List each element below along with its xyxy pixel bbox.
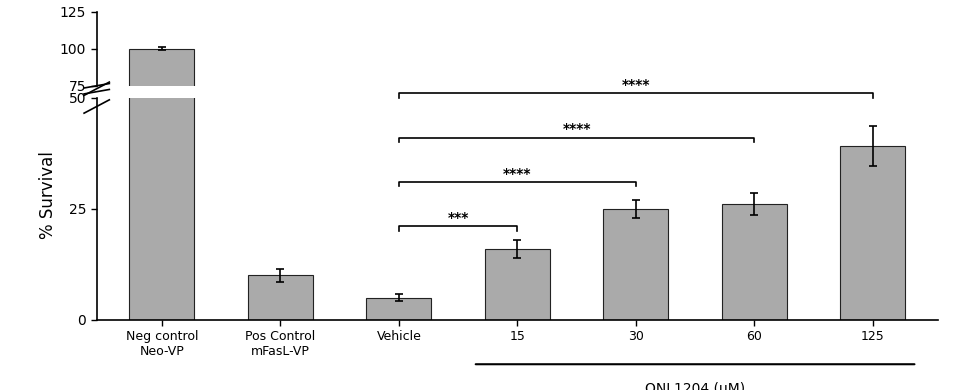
Bar: [130, 0, 194, 320]
Bar: [840, 147, 905, 320]
Text: ONL1204 (μM): ONL1204 (μM): [645, 382, 746, 390]
Bar: [603, 209, 668, 320]
Text: ***: ***: [448, 211, 469, 225]
Text: ****: ****: [563, 122, 591, 136]
Bar: [366, 298, 431, 320]
Bar: [248, 275, 313, 320]
Text: ****: ****: [622, 78, 650, 92]
Bar: [248, 182, 313, 197]
Bar: [721, 158, 787, 197]
Bar: [484, 249, 550, 320]
Bar: [840, 139, 905, 197]
Bar: [366, 190, 431, 197]
Text: % Survival: % Survival: [39, 151, 57, 239]
Bar: [130, 49, 194, 197]
Bar: [484, 173, 550, 197]
Bar: [603, 160, 668, 197]
Text: ****: ****: [503, 167, 532, 181]
Bar: [721, 204, 787, 320]
